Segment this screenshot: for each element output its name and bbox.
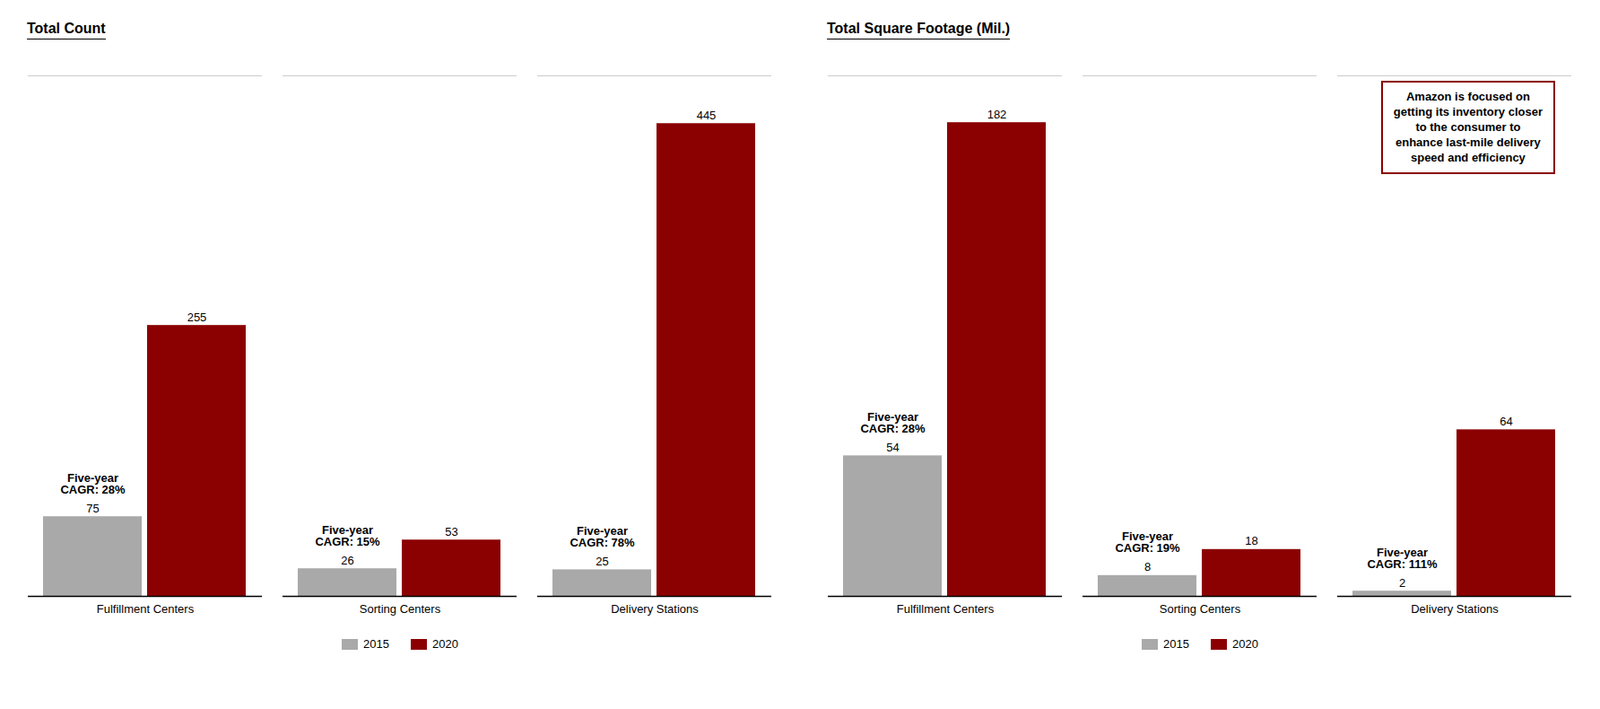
svg-text:Fulfillment Centers: Fulfillment Centers <box>896 601 995 616</box>
svg-text:255: 255 <box>187 310 208 324</box>
svg-text:Fulfillment Centers: Fulfillment Centers <box>96 601 195 616</box>
svg-text:Five-yearCAGR: 19%: Five-yearCAGR: 19% <box>1114 529 1181 555</box>
html-text:Amazon is focused on getting i: Amazon is focused on getting its invento… <box>1393 89 1543 164</box>
html-text:2020: 2020 <box>1232 636 1259 651</box>
svg-text:Delivery Stations: Delivery Stations <box>1410 601 1499 616</box>
svg-text:Five-yearCAGR: 78%: Five-yearCAGR: 78% <box>569 523 635 549</box>
svg-text:18: 18 <box>1244 533 1258 548</box>
html-text:2015: 2015 <box>363 636 390 651</box>
svg-text:8: 8 <box>1144 559 1151 574</box>
html-text:Total Square Footage (Mil.): Total Square Footage (Mil.) <box>826 20 1011 36</box>
svg-text:Delivery Stations: Delivery Stations <box>610 601 699 616</box>
svg-text:26: 26 <box>340 553 354 567</box>
svg-text:182: 182 <box>987 107 1008 122</box>
svg-text:53: 53 <box>444 524 458 539</box>
html-text:Total Count: Total Count <box>26 20 106 36</box>
svg-text:75: 75 <box>86 501 99 515</box>
svg-text:Five-yearCAGR: 111%: Five-yearCAGR: 111% <box>1366 545 1437 571</box>
svg-text:Five-yearCAGR: 15%: Five-yearCAGR: 15% <box>314 522 381 548</box>
svg-text:25: 25 <box>595 554 609 568</box>
svg-text:2: 2 <box>1399 575 1406 590</box>
svg-text:Five-yearCAGR: 28%: Five-yearCAGR: 28% <box>860 409 926 435</box>
svg-text:64: 64 <box>1499 414 1513 428</box>
svg-text:Five-yearCAGR: 28%: Five-yearCAGR: 28% <box>60 470 126 496</box>
svg-text:445: 445 <box>696 108 717 122</box>
html-text:2020: 2020 <box>432 636 459 651</box>
svg-text:Sorting Centers: Sorting Centers <box>359 601 442 616</box>
svg-text:54: 54 <box>886 440 899 454</box>
html-text:2015: 2015 <box>1163 636 1190 651</box>
svg-text:Sorting Centers: Sorting Centers <box>1159 601 1242 616</box>
